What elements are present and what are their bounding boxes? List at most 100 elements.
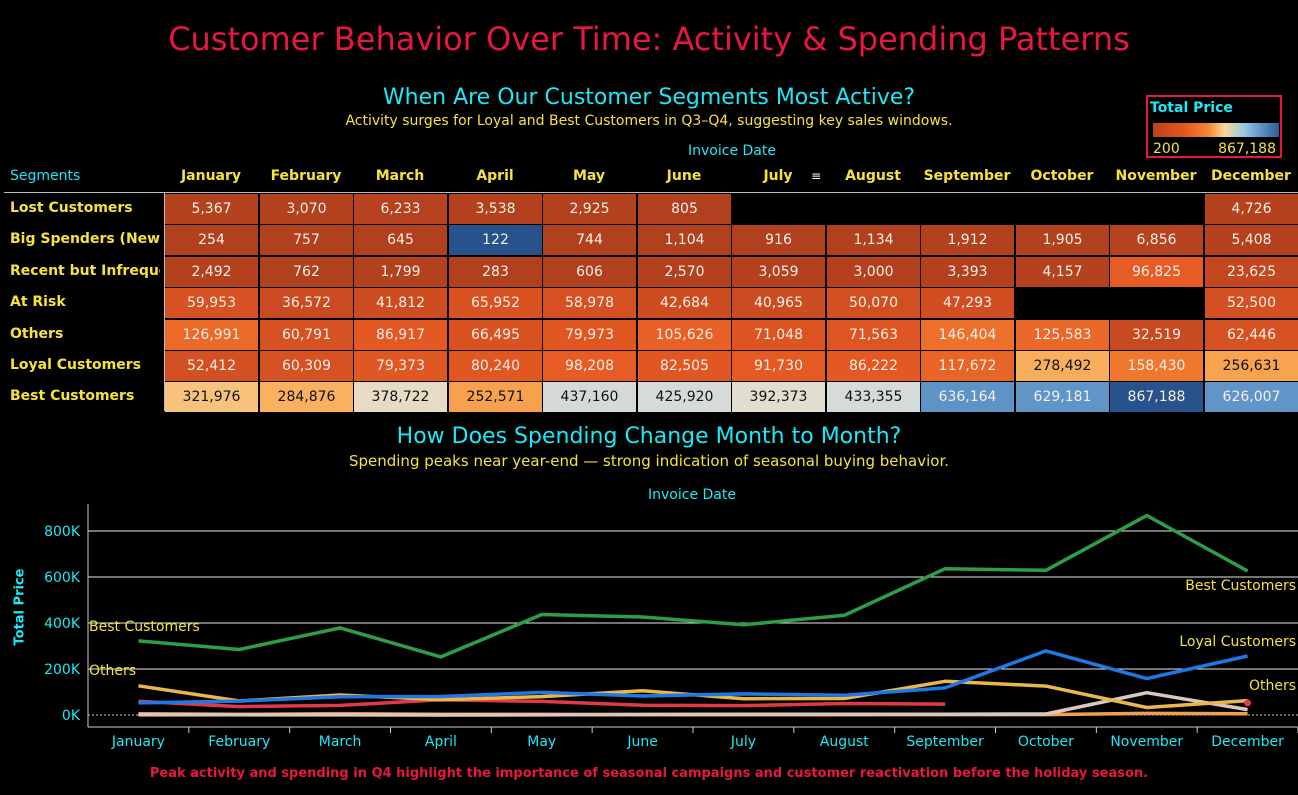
heatmap-cell[interactable]: 378,722 <box>354 382 447 413</box>
heatmap-cell[interactable]: 79,973 <box>543 319 636 350</box>
heatmap-cell[interactable]: 1,799 <box>354 256 447 287</box>
heatmap-cell[interactable]: 86,222 <box>827 351 920 381</box>
heatmap-cell[interactable]: 433,355 <box>827 382 920 413</box>
month-header-april: April <box>476 168 514 184</box>
heatmap-cell[interactable]: 252,571 <box>449 382 542 413</box>
line-chart: 0K 200K 400K 600K 800K January February March Ap… <box>44 504 1298 750</box>
heatmap-cell[interactable]: 52,500 <box>1205 288 1298 319</box>
heatmap-cell[interactable]: 146,404 <box>921 319 1014 350</box>
heatmap-cell[interactable]: 79,373 <box>354 351 447 381</box>
heatmap-cell[interactable]: 626,007 <box>1205 382 1298 413</box>
heatmap-cell[interactable]: 52,412 <box>165 351 258 381</box>
month-header-december: December <box>1211 168 1291 184</box>
heatmap-cell[interactable]: 40,965 <box>732 288 825 319</box>
heatmap-cell[interactable]: 5,367 <box>165 194 258 224</box>
heatmap-cell[interactable]: 1,912 <box>921 225 1014 256</box>
heatmap-cell[interactable]: 3,070 <box>260 194 353 224</box>
heatmap-cell[interactable]: 71,048 <box>732 319 825 350</box>
heatmap-cell[interactable]: 158,430 <box>1110 351 1203 381</box>
series-line-loyal-customers[interactable] <box>138 649 1248 705</box>
x-tick-label: March <box>319 734 362 750</box>
heatmap-cell[interactable]: 392,373 <box>732 382 825 413</box>
heatmap-cell[interactable]: 757 <box>260 225 353 256</box>
heatmap-cell[interactable]: 916 <box>732 225 825 256</box>
loyal-customers-label-right: Loyal Customers <box>1179 634 1296 650</box>
row-label: Best Customers <box>10 388 135 405</box>
heatmap-cell[interactable]: 284,876 <box>260 382 353 413</box>
heatmap-cell[interactable]: 59,953 <box>165 288 258 319</box>
best-customers-label-left: Best Customers <box>89 619 200 635</box>
heatmap-cell[interactable]: 117,672 <box>921 351 1014 381</box>
series-line-recent-but-infreque-[interactable] <box>138 690 1248 717</box>
heatmap-cell[interactable]: 96,825 <box>1110 256 1203 287</box>
heatmap-cell[interactable]: 6,856 <box>1110 225 1203 256</box>
heatmap-cell[interactable]: 1,905 <box>1016 225 1109 256</box>
heatmap-cell[interactable]: 256,631 <box>1205 351 1298 381</box>
heatmap-cell[interactable]: 91,730 <box>732 351 825 381</box>
heatmap-cell[interactable]: 3,059 <box>732 256 825 287</box>
heatmap-cell[interactable]: 62,446 <box>1205 319 1298 350</box>
heatmap-cell[interactable]: 1,104 <box>638 225 731 256</box>
heatmap-cell[interactable]: 66,495 <box>449 319 542 350</box>
heatmap-cell[interactable]: 2,492 <box>165 256 258 287</box>
heatmap-cell[interactable]: 42,684 <box>638 288 731 319</box>
heatmap-cell[interactable]: 283 <box>449 256 542 287</box>
heatmap-cell[interactable]: 60,309 <box>260 351 353 381</box>
heatmap-cell[interactable]: 606 <box>543 256 636 287</box>
heatmap-cell[interactable]: 122 <box>449 225 542 256</box>
heatmap-cell[interactable]: 321,976 <box>165 382 258 413</box>
y-tick-label: 0K <box>62 708 81 724</box>
heatmap-cell[interactable]: 86,917 <box>354 319 447 350</box>
heatmap-cell[interactable]: 629,181 <box>1016 382 1109 413</box>
heatmap-cell[interactable]: 41,812 <box>354 288 447 319</box>
heatmap-cell[interactable]: 3,538 <box>449 194 542 224</box>
heatmap-cell[interactable]: 60,791 <box>260 319 353 350</box>
row-label: At Risk <box>10 294 66 311</box>
heatmap-cell[interactable]: 4,726 <box>1205 194 1298 224</box>
heatmap-cell[interactable]: 5,408 <box>1205 225 1298 256</box>
month-header-october: October <box>1030 168 1094 184</box>
heatmap-cell[interactable]: 23,625 <box>1205 256 1298 287</box>
heatmap-cell[interactable]: 3,000 <box>827 256 920 287</box>
heatmap-cell[interactable]: 6,233 <box>354 194 447 224</box>
heatmap-cell[interactable]: 105,626 <box>638 319 731 350</box>
line-chart-title: How Does Spending Change Month to Month? <box>396 424 902 449</box>
heatmap-cell[interactable]: 65,952 <box>449 288 542 319</box>
heatmap-cell[interactable]: 50,070 <box>827 288 920 319</box>
heatmap-cell[interactable]: 254 <box>165 225 258 256</box>
month-header-june: June <box>666 168 702 184</box>
heatmap-cell[interactable]: 82,505 <box>638 351 731 381</box>
heatmap-cell[interactable]: 1,134 <box>827 225 920 256</box>
heatmap-cell[interactable]: 437,160 <box>543 382 636 413</box>
heatmap-cell[interactable]: 278,492 <box>1016 351 1109 381</box>
heatmap-cell[interactable]: 58,978 <box>543 288 636 319</box>
heatmap-title: When Are Our Customer Segments Most Acti… <box>382 85 916 110</box>
heatmap-cell[interactable]: 2,925 <box>543 194 636 224</box>
heatmap-cell[interactable]: 32,519 <box>1110 319 1203 350</box>
heatmap-cell[interactable]: 80,240 <box>449 351 542 381</box>
x-tick-label: July <box>730 734 756 750</box>
at-risk-point-december[interactable] <box>1244 699 1252 707</box>
heatmap-cell[interactable]: 744 <box>543 225 636 256</box>
heatmap-cell[interactable]: 98,208 <box>543 351 636 381</box>
heatmap-cell[interactable]: 762 <box>260 256 353 287</box>
sort-icon[interactable]: ≡ <box>811 169 822 183</box>
heatmap-cell[interactable]: 2,570 <box>638 256 731 287</box>
month-header-july: July <box>763 168 793 184</box>
heatmap-cell[interactable]: 3,393 <box>921 256 1014 287</box>
heatmap-cell[interactable]: 126,991 <box>165 319 258 350</box>
series-line-at-risk[interactable] <box>138 698 946 709</box>
legend-gradient <box>1153 123 1279 137</box>
row-label: Lost Customers <box>10 200 133 216</box>
heatmap-cell[interactable]: 71,563 <box>827 319 920 350</box>
heatmap-cell[interactable]: 645 <box>354 225 447 256</box>
heatmap-cell[interactable]: 125,583 <box>1016 319 1109 350</box>
heatmap-cell[interactable]: 47,293 <box>921 288 1014 319</box>
heatmap-cell[interactable]: 425,920 <box>638 382 731 413</box>
heatmap-cell[interactable]: 36,572 <box>260 288 353 319</box>
series-line-best-customers[interactable] <box>138 513 1249 659</box>
heatmap-cell[interactable]: 867,188 <box>1110 382 1203 413</box>
heatmap-cell[interactable]: 636,164 <box>921 382 1014 413</box>
heatmap-cell[interactable]: 4,157 <box>1016 256 1109 287</box>
heatmap-cell[interactable]: 805 <box>638 194 731 224</box>
